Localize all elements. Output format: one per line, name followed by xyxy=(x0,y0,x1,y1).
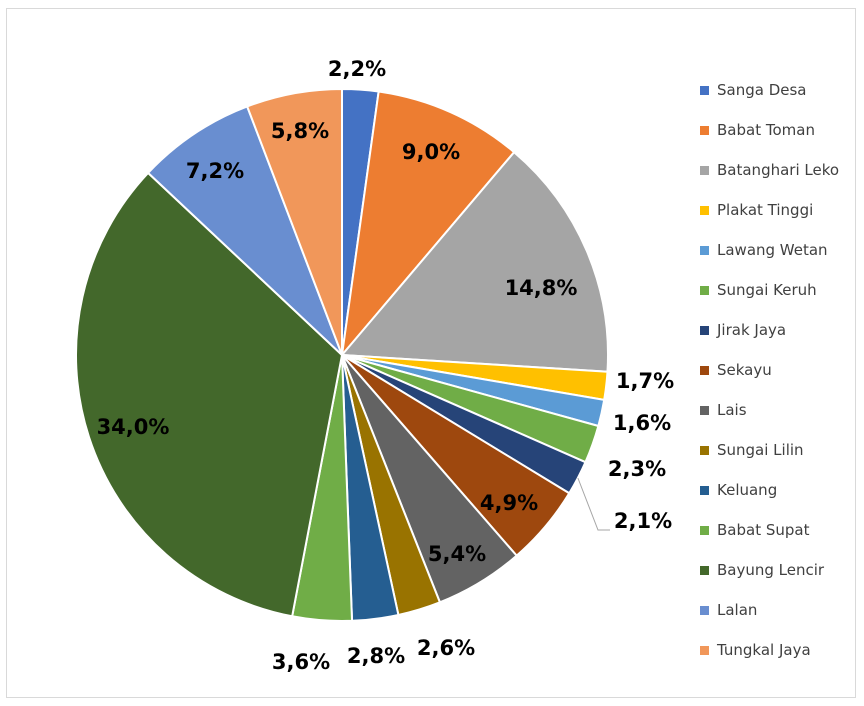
data-label-keluang: 2,8% xyxy=(347,644,405,668)
legend-item-tungkal-jaya: Tungkal Jaya xyxy=(700,630,839,670)
legend-label: Jirak Jaya xyxy=(717,321,787,339)
data-label-plakat-tinggi: 1,7% xyxy=(616,369,674,393)
legend-item-babat-toman: Babat Toman xyxy=(700,110,839,150)
legend-swatch xyxy=(700,405,709,415)
legend-label: Plakat Tinggi xyxy=(717,201,814,219)
legend-label: Batanghari Leko xyxy=(717,161,840,179)
legend-item-keluang: Keluang xyxy=(700,470,839,510)
legend-swatch xyxy=(700,245,709,255)
data-label-lais: 5,4% xyxy=(428,542,486,566)
data-label-sungai-keruh: 2,3% xyxy=(608,457,666,481)
legend-swatch xyxy=(700,125,709,135)
legend-item-lawang-wetan: Lawang Wetan xyxy=(700,230,839,270)
legend-label: Lais xyxy=(717,401,747,419)
legend-label: Babat Toman xyxy=(717,121,815,139)
legend-item-bayung-lencir: Bayung Lencir xyxy=(700,550,839,590)
data-label-babat-supat: 3,6% xyxy=(272,650,330,674)
legend-label: Bayung Lencir xyxy=(717,561,825,579)
legend-swatch xyxy=(700,165,709,175)
legend-swatch xyxy=(700,85,709,95)
legend-swatch xyxy=(700,525,709,535)
leader-line-jirak-jaya xyxy=(577,477,610,531)
legend-item-sungai-lilin: Sungai Lilin xyxy=(700,430,839,470)
legend-swatch xyxy=(700,645,709,655)
data-label-lawang-wetan: 1,6% xyxy=(613,411,671,435)
legend-label: Sekayu xyxy=(717,361,772,379)
data-label-batanghari-leko: 14,8% xyxy=(505,276,578,300)
legend-label: Lalan xyxy=(717,601,758,619)
data-label-jirak-jaya: 2,1% xyxy=(614,509,672,533)
legend-item-sekayu: Sekayu xyxy=(700,350,839,390)
legend-item-lais: Lais xyxy=(700,390,839,430)
slice-babat-toman xyxy=(340,90,516,359)
legend-swatch xyxy=(700,285,709,295)
data-labels: 2,2% 9,0% 14,8% 1,7% 1,6% 2,3% 2,1% 4,9% 5,4% 2,6… xyxy=(97,57,675,674)
legend-item-batanghari-leko: Batanghari Leko xyxy=(700,150,839,190)
legend-item-plakat-tinggi: Plakat Tinggi xyxy=(700,190,839,230)
data-label-sekayu: 4,9% xyxy=(480,491,538,515)
legend-swatch xyxy=(700,205,709,215)
legend-swatch xyxy=(700,325,709,335)
legend-swatch xyxy=(700,445,709,455)
pie-slices xyxy=(75,87,609,622)
legend-swatch xyxy=(700,565,709,575)
legend-item-babat-supat: Babat Supat xyxy=(700,510,839,550)
slice-lalan xyxy=(146,105,343,356)
legend-item-sungai-keruh: Sungai Keruh xyxy=(700,270,839,310)
data-label-sungai-lilin: 2,6% xyxy=(417,636,475,660)
data-label-bayung-lencir: 34,0% xyxy=(97,415,170,439)
legend-swatch xyxy=(700,485,709,495)
legend-swatch xyxy=(700,365,709,375)
legend-label: Lawang Wetan xyxy=(717,241,828,259)
data-label-babat-toman: 9,0% xyxy=(402,140,460,164)
data-label-sanga-desa: 2,2% xyxy=(328,57,386,81)
legend-label: Tungkal Jaya xyxy=(717,641,811,659)
data-label-tungkal-jaya: 5,8% xyxy=(271,119,329,143)
slice-bayung-lencir xyxy=(75,171,344,618)
legend: Sanga Desa Babat Toman Batanghari Leko Plak… xyxy=(700,70,839,670)
leader-lines xyxy=(577,477,610,531)
data-label-lalan: 7,2% xyxy=(186,159,244,183)
legend-label: Babat Supat xyxy=(717,521,810,539)
legend-label: Sanga Desa xyxy=(717,81,807,99)
legend-item-jirak-jaya: Jirak Jaya xyxy=(700,310,839,350)
slice-batanghari-leko xyxy=(339,150,609,373)
legend-label: Sungai Keruh xyxy=(717,281,817,299)
legend-label: Keluang xyxy=(717,481,778,499)
legend-swatch xyxy=(700,605,709,615)
legend-item-lalan: Lalan xyxy=(700,590,839,630)
legend-item-sanga-desa: Sanga Desa xyxy=(700,70,839,110)
slice-tungkal-jaya xyxy=(245,87,343,356)
legend-label: Sungai Lilin xyxy=(717,441,804,459)
